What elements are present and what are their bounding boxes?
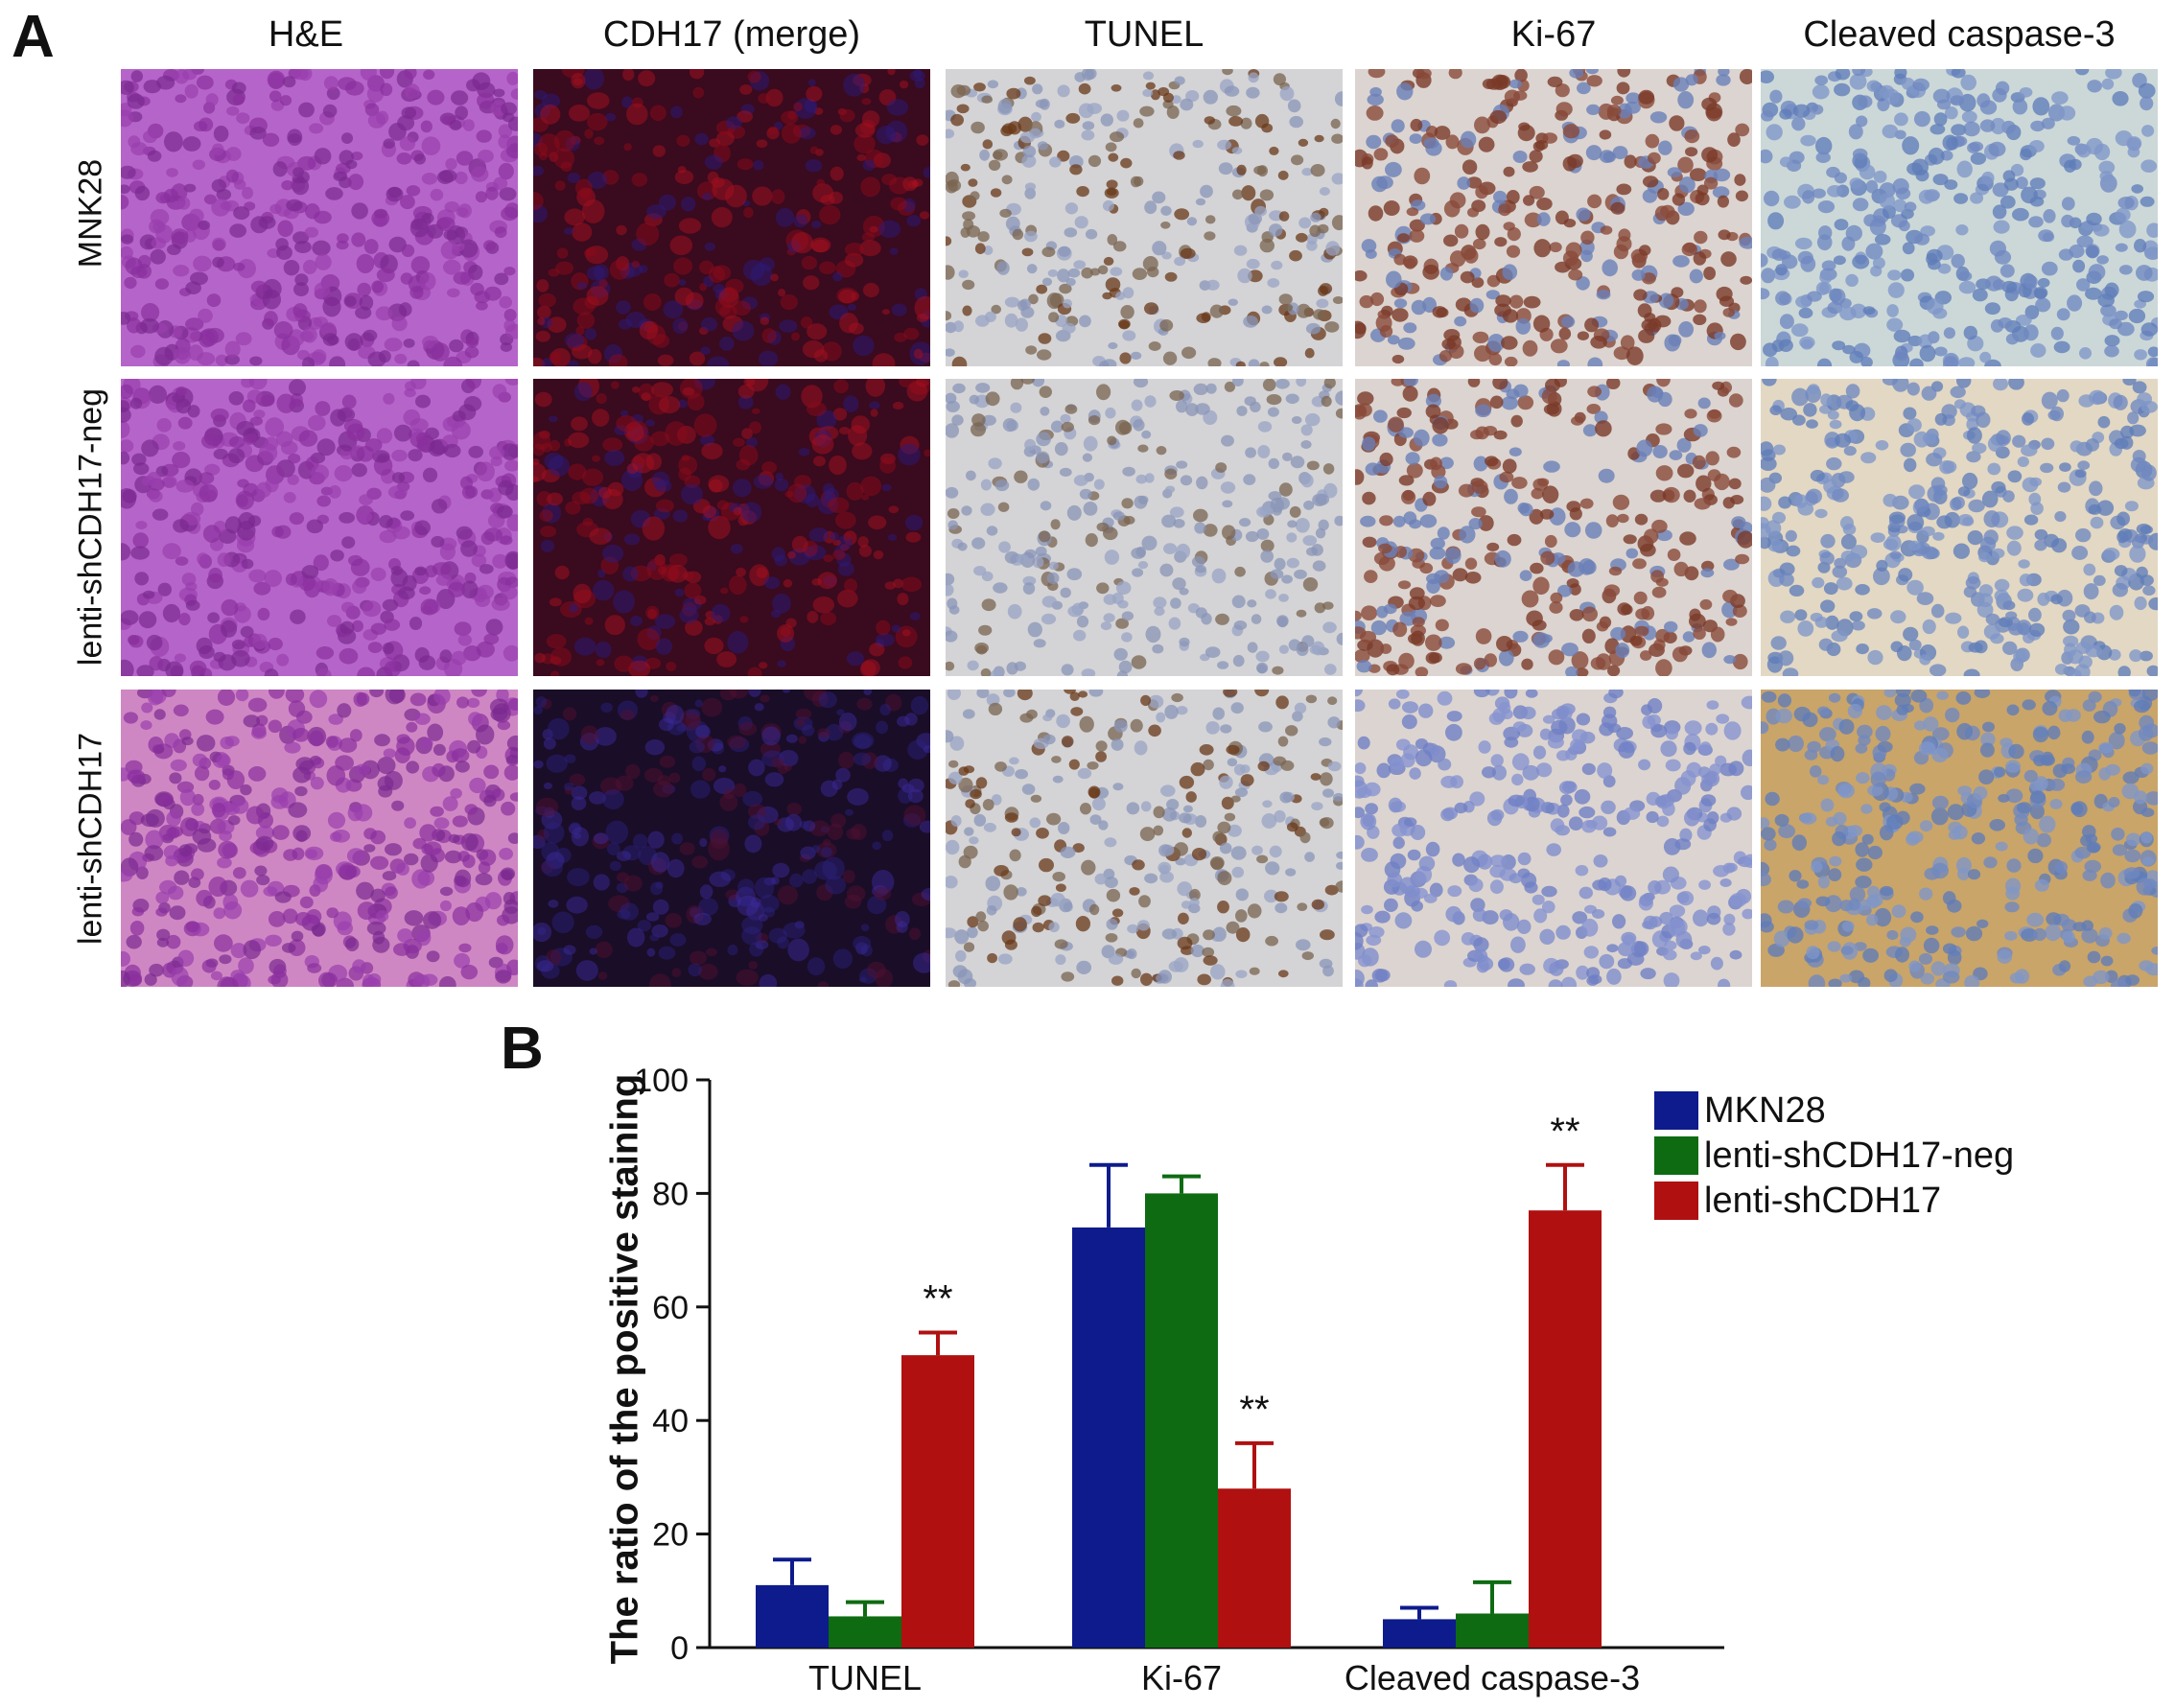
x-tick-label: Ki-67	[1141, 1658, 1222, 1697]
legend-swatch-lenti-shcdh17	[1654, 1182, 1698, 1220]
legend-swatch-lenti-shcdh17-neg	[1654, 1136, 1698, 1175]
bar-mkn28-cleaved-caspase-3	[1383, 1619, 1456, 1648]
micrograph-cdh17-sh	[533, 690, 930, 987]
bar-lenti-shcdh17-neg-tunel	[829, 1616, 901, 1648]
micrograph-casp3-mnk28	[1761, 69, 2158, 366]
micrograph-tunel-mnk28	[946, 69, 1343, 366]
y-tick-label: 0	[670, 1630, 689, 1667]
y-tick-label: 80	[652, 1176, 689, 1212]
legend-label: lenti-shCDH17	[1704, 1180, 1942, 1221]
bar-lenti-shcdh17-tunel	[901, 1355, 974, 1648]
y-tick-label: 100	[634, 1063, 689, 1099]
micrograph-casp3-sh	[1761, 690, 2158, 987]
micrograph-tunel-neg	[946, 379, 1343, 676]
legend-item-lenti-shcdh17-neg: lenti-shCDH17-neg	[1654, 1135, 2014, 1177]
bar-mkn28-ki-67	[1072, 1227, 1145, 1648]
micrograph-ki67-neg	[1355, 379, 1752, 676]
significance-marker: **	[923, 1277, 952, 1320]
micrograph-he-sh	[121, 690, 518, 987]
panel-a-letter: A	[12, 4, 55, 70]
bar-mkn28-tunel	[756, 1584, 829, 1648]
legend-label: lenti-shCDH17-neg	[1704, 1135, 2015, 1176]
bar-lenti-shcdh17-cleaved-caspase-3	[1529, 1210, 1602, 1648]
y-tick-label: 40	[652, 1403, 689, 1439]
column-label-cleaved-caspase-3: Cleaved caspase-3	[1803, 14, 2116, 55]
y-tick-label: 20	[652, 1517, 689, 1554]
column-label-he: H&E	[268, 14, 344, 55]
micrograph-he-neg	[121, 379, 518, 676]
significance-marker: **	[1239, 1389, 1269, 1431]
x-tick-label: Cleaved caspase-3	[1345, 1658, 1640, 1697]
legend-swatch-mkn28	[1654, 1091, 1698, 1130]
column-label-tunel: TUNEL	[1084, 14, 1204, 55]
micrograph-cdh17-neg	[533, 379, 930, 676]
column-label-cdh17-merge: CDH17 (merge)	[602, 14, 861, 55]
micrograph-he-mnk28	[121, 69, 518, 366]
panel-b-letter: B	[501, 1016, 544, 1082]
bar-lenti-shcdh17-neg-ki-67	[1145, 1193, 1218, 1648]
micrograph-cdh17-mnk28	[533, 69, 930, 366]
legend-item-lenti-shcdh17: lenti-shCDH17	[1654, 1180, 1941, 1222]
column-label-ki67: Ki-67	[1510, 14, 1597, 55]
bar-lenti-shcdh17-neg-cleaved-caspase-3	[1456, 1613, 1529, 1648]
micrograph-ki67-mnk28	[1355, 69, 1752, 366]
micrograph-casp3-neg	[1761, 379, 2158, 676]
legend-item-mkn28: MKN28	[1654, 1089, 1826, 1132]
micrograph-tunel-sh	[946, 690, 1343, 987]
significance-marker: **	[1550, 1111, 1579, 1153]
x-tick-label: TUNEL	[808, 1658, 922, 1697]
y-tick-label: 60	[652, 1290, 689, 1326]
micrograph-ki67-sh	[1355, 690, 1752, 987]
bar-lenti-shcdh17-ki-67	[1218, 1488, 1291, 1648]
legend-label: MKN28	[1704, 1089, 1826, 1131]
